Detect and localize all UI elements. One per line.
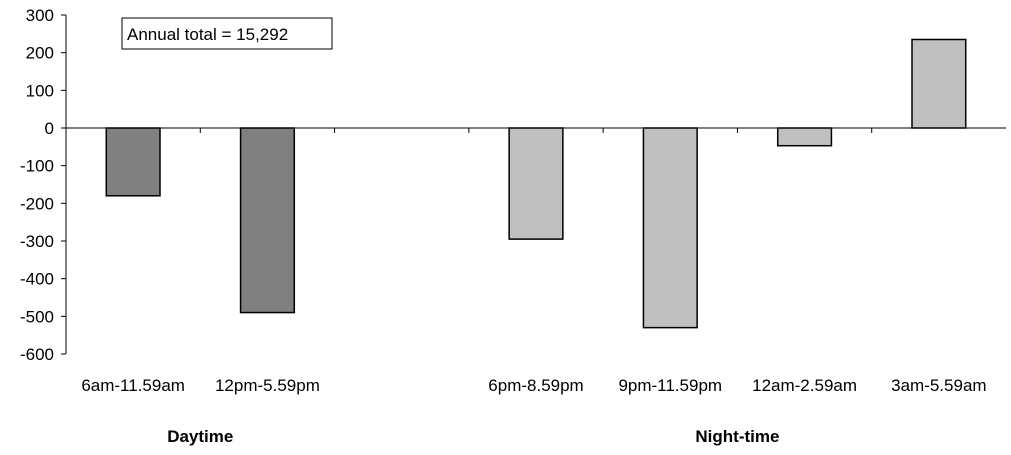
annotation-box: Annual total = 15,292 bbox=[121, 17, 333, 50]
bar-1 bbox=[239, 127, 296, 314]
y-tick-label: -200 bbox=[20, 194, 54, 213]
group-label-1: Night-time bbox=[695, 427, 779, 446]
x-tick-label: 12am-2.59am bbox=[752, 376, 857, 395]
annotation-frame bbox=[121, 17, 333, 50]
x-tick-label: 6pm-8.59pm bbox=[488, 376, 583, 395]
y-tick-label: 0 bbox=[45, 119, 54, 138]
x-tick-label: 6am-11.59am bbox=[81, 376, 185, 395]
y-tick-label: 300 bbox=[26, 6, 54, 25]
x-tick-label: 3am-5.59am bbox=[891, 376, 986, 395]
y-axis: 300 200 100 0 -100 -200 -300 -400 -500 -600 bbox=[20, 6, 67, 364]
bar-5 bbox=[776, 127, 833, 147]
y-tick-label: -600 bbox=[20, 345, 54, 364]
x-axis: 6am-11.59am 12pm-5.59pm 6pm-8.59pm 9pm-11.5… bbox=[66, 127, 1006, 446]
y-tick-label: 200 bbox=[26, 44, 54, 63]
bar-3 bbox=[508, 127, 564, 240]
y-tick-label: -500 bbox=[20, 307, 54, 326]
bars bbox=[105, 38, 967, 329]
y-tick-label: 100 bbox=[26, 81, 54, 100]
annotation-text: Annual total = 15,292 bbox=[127, 25, 288, 44]
bar-4 bbox=[642, 127, 698, 329]
x-tick-label: 9pm-11.59pm bbox=[618, 376, 722, 395]
x-tick-label: 12pm-5.59pm bbox=[215, 376, 320, 395]
y-tick-label: -100 bbox=[20, 157, 54, 176]
y-tick-label: -400 bbox=[20, 270, 54, 289]
y-tick-label: -300 bbox=[20, 232, 54, 251]
bar-0 bbox=[105, 127, 161, 197]
bar-6 bbox=[911, 38, 967, 129]
group-label-0: Daytime bbox=[167, 427, 233, 446]
